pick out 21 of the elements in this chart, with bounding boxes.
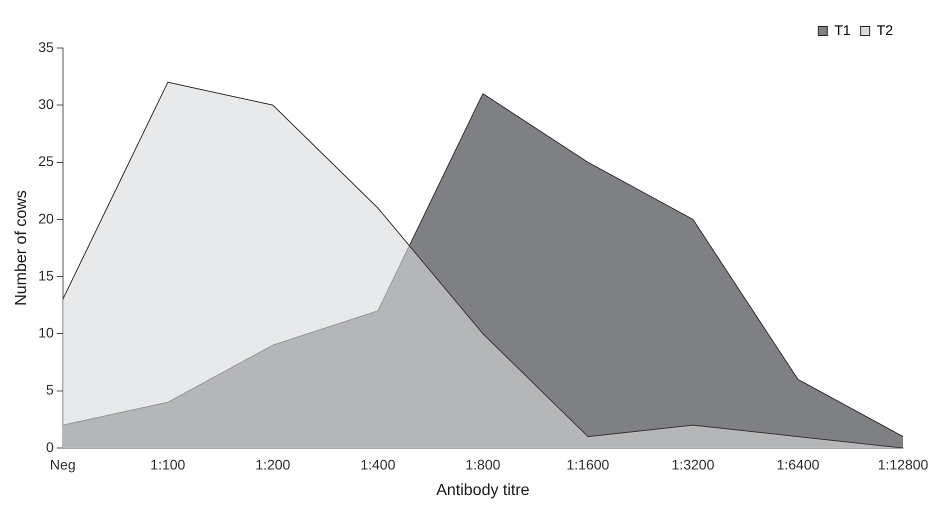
x-tick-label: 1:800 — [465, 456, 501, 472]
y-tick-label: 15 — [38, 267, 54, 284]
y-tick-label: 10 — [38, 324, 54, 341]
y-tick-label: 20 — [38, 210, 54, 226]
y-tick-label: 0 — [46, 438, 54, 455]
legend-label: T1 — [834, 22, 851, 38]
x-tick-label: 1:200 — [255, 456, 291, 472]
y-tick-label: 35 — [38, 38, 54, 55]
x-tick-label: 1:1600 — [566, 456, 610, 472]
x-tick-label: Neg — [50, 456, 76, 472]
x-tick-label: 1:3200 — [672, 456, 715, 472]
x-tick-label: 1:6400 — [776, 456, 820, 472]
y-tick-label: 5 — [46, 382, 54, 398]
y-tick-label: 30 — [38, 96, 54, 112]
x-axis-title: Antibody titre — [436, 482, 530, 499]
x-tick-label: 1:12800 — [878, 456, 929, 472]
y-axis-title: Number of cows — [13, 190, 30, 306]
x-tick-label: 1:100 — [150, 456, 186, 472]
legend-label: T2 — [876, 22, 894, 38]
y-tick-label: 25 — [38, 153, 54, 170]
x-tick-label: 1:400 — [360, 456, 396, 472]
